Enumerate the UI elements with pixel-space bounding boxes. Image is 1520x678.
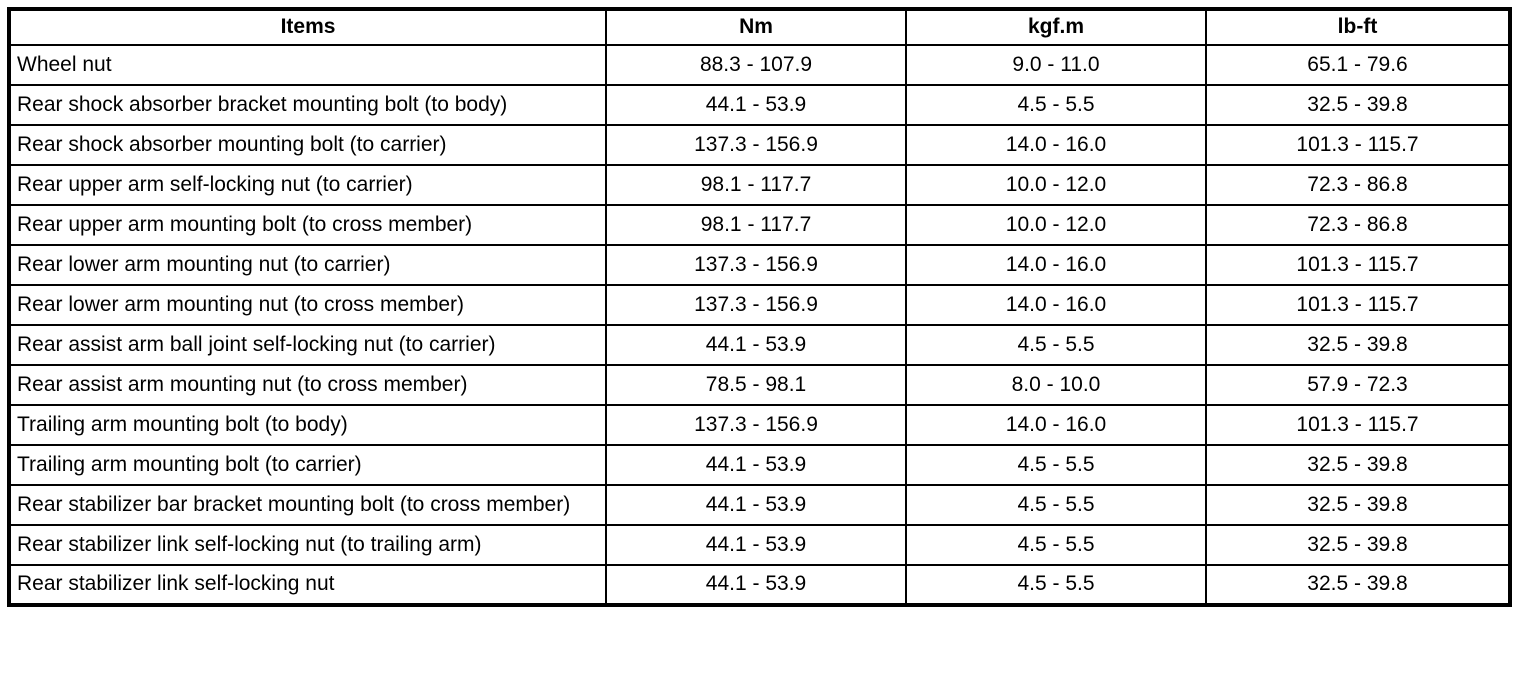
lbft-cell: 101.3 - 115.7 <box>1205 404 1511 446</box>
table-row: Rear assist arm mounting nut (to cross m… <box>8 364 1511 406</box>
lbft-cell: 72.3 - 86.8 <box>1205 164 1511 206</box>
nm-cell: 78.5 - 98.1 <box>605 364 907 406</box>
table-row: Rear stabilizer link self-locking nut (t… <box>8 524 1511 566</box>
table-row: Rear stabilizer link self-locking nut 44… <box>8 564 1511 606</box>
table-row: Rear assist arm ball joint self-locking … <box>8 324 1511 366</box>
lbft-cell: 32.5 - 39.8 <box>1205 564 1511 606</box>
table-row: Rear upper arm self-locking nut (to carr… <box>8 164 1511 206</box>
kgfm-cell: 4.5 - 5.5 <box>905 84 1207 126</box>
item-cell: Trailing arm mounting bolt (to body) <box>8 404 607 446</box>
nm-cell: 44.1 - 53.9 <box>605 444 907 486</box>
lbft-cell: 65.1 - 79.6 <box>1205 44 1511 86</box>
table-row: Rear upper arm mounting bolt (to cross m… <box>8 204 1511 246</box>
nm-cell: 137.3 - 156.9 <box>605 244 907 286</box>
torque-spec-table: Items Nm kgf.m lb-ft Wheel nut 88.3 - 10… <box>7 7 1512 607</box>
nm-cell: 137.3 - 156.9 <box>605 404 907 446</box>
nm-cell: 98.1 - 117.7 <box>605 164 907 206</box>
table-body: Wheel nut 88.3 - 107.9 9.0 - 11.0 65.1 -… <box>8 44 1511 606</box>
nm-cell: 88.3 - 107.9 <box>605 44 907 86</box>
item-cell: Rear stabilizer bar bracket mounting bol… <box>8 484 607 526</box>
lbft-cell: 32.5 - 39.8 <box>1205 84 1511 126</box>
kgfm-cell: 10.0 - 12.0 <box>905 164 1207 206</box>
kgfm-cell: 4.5 - 5.5 <box>905 564 1207 606</box>
table-row: Rear stabilizer bar bracket mounting bol… <box>8 484 1511 526</box>
table-row: Trailing arm mounting bolt (to body) 137… <box>8 404 1511 446</box>
item-cell: Rear shock absorber mounting bolt (to ca… <box>8 124 607 166</box>
nm-cell: 44.1 - 53.9 <box>605 564 907 606</box>
lbft-cell: 101.3 - 115.7 <box>1205 124 1511 166</box>
kgfm-cell: 8.0 - 10.0 <box>905 364 1207 406</box>
kgfm-cell: 14.0 - 16.0 <box>905 124 1207 166</box>
header-lbft: lb-ft <box>1205 8 1511 46</box>
item-cell: Wheel nut <box>8 44 607 86</box>
lbft-cell: 57.9 - 72.3 <box>1205 364 1511 406</box>
lbft-cell: 72.3 - 86.8 <box>1205 204 1511 246</box>
nm-cell: 137.3 - 156.9 <box>605 124 907 166</box>
item-cell: Rear shock absorber bracket mounting bol… <box>8 84 607 126</box>
header-kgfm: kgf.m <box>905 8 1207 46</box>
nm-cell: 44.1 - 53.9 <box>605 84 907 126</box>
table-header: Items Nm kgf.m lb-ft <box>8 8 1511 46</box>
kgfm-cell: 14.0 - 16.0 <box>905 404 1207 446</box>
item-cell: Rear upper arm mounting bolt (to cross m… <box>8 204 607 246</box>
item-cell: Rear upper arm self-locking nut (to carr… <box>8 164 607 206</box>
nm-cell: 44.1 - 53.9 <box>605 484 907 526</box>
header-row: Items Nm kgf.m lb-ft <box>8 8 1511 46</box>
nm-cell: 44.1 - 53.9 <box>605 324 907 366</box>
kgfm-cell: 14.0 - 16.0 <box>905 244 1207 286</box>
table-row: Wheel nut 88.3 - 107.9 9.0 - 11.0 65.1 -… <box>8 44 1511 86</box>
item-cell: Rear lower arm mounting nut (to cross me… <box>8 284 607 326</box>
table-row: Rear shock absorber bracket mounting bol… <box>8 84 1511 126</box>
table-row: Rear lower arm mounting nut (to cross me… <box>8 284 1511 326</box>
header-items: Items <box>8 8 607 46</box>
lbft-cell: 32.5 - 39.8 <box>1205 484 1511 526</box>
item-cell: Rear stabilizer link self-locking nut (t… <box>8 524 607 566</box>
item-cell: Rear stabilizer link self-locking nut <box>8 564 607 606</box>
item-cell: Rear assist arm ball joint self-locking … <box>8 324 607 366</box>
lbft-cell: 32.5 - 39.8 <box>1205 444 1511 486</box>
table-row: Rear shock absorber mounting bolt (to ca… <box>8 124 1511 166</box>
kgfm-cell: 9.0 - 11.0 <box>905 44 1207 86</box>
lbft-cell: 101.3 - 115.7 <box>1205 244 1511 286</box>
nm-cell: 137.3 - 156.9 <box>605 284 907 326</box>
item-cell: Rear lower arm mounting nut (to carrier) <box>8 244 607 286</box>
kgfm-cell: 10.0 - 12.0 <box>905 204 1207 246</box>
item-cell: Trailing arm mounting bolt (to carrier) <box>8 444 607 486</box>
kgfm-cell: 4.5 - 5.5 <box>905 444 1207 486</box>
nm-cell: 98.1 - 117.7 <box>605 204 907 246</box>
nm-cell: 44.1 - 53.9 <box>605 524 907 566</box>
kgfm-cell: 4.5 - 5.5 <box>905 484 1207 526</box>
lbft-cell: 101.3 - 115.7 <box>1205 284 1511 326</box>
table-row: Rear lower arm mounting nut (to carrier)… <box>8 244 1511 286</box>
kgfm-cell: 14.0 - 16.0 <box>905 284 1207 326</box>
header-nm: Nm <box>605 8 907 46</box>
lbft-cell: 32.5 - 39.8 <box>1205 324 1511 366</box>
kgfm-cell: 4.5 - 5.5 <box>905 324 1207 366</box>
table-row: Trailing arm mounting bolt (to carrier) … <box>8 444 1511 486</box>
item-cell: Rear assist arm mounting nut (to cross m… <box>8 364 607 406</box>
kgfm-cell: 4.5 - 5.5 <box>905 524 1207 566</box>
lbft-cell: 32.5 - 39.8 <box>1205 524 1511 566</box>
